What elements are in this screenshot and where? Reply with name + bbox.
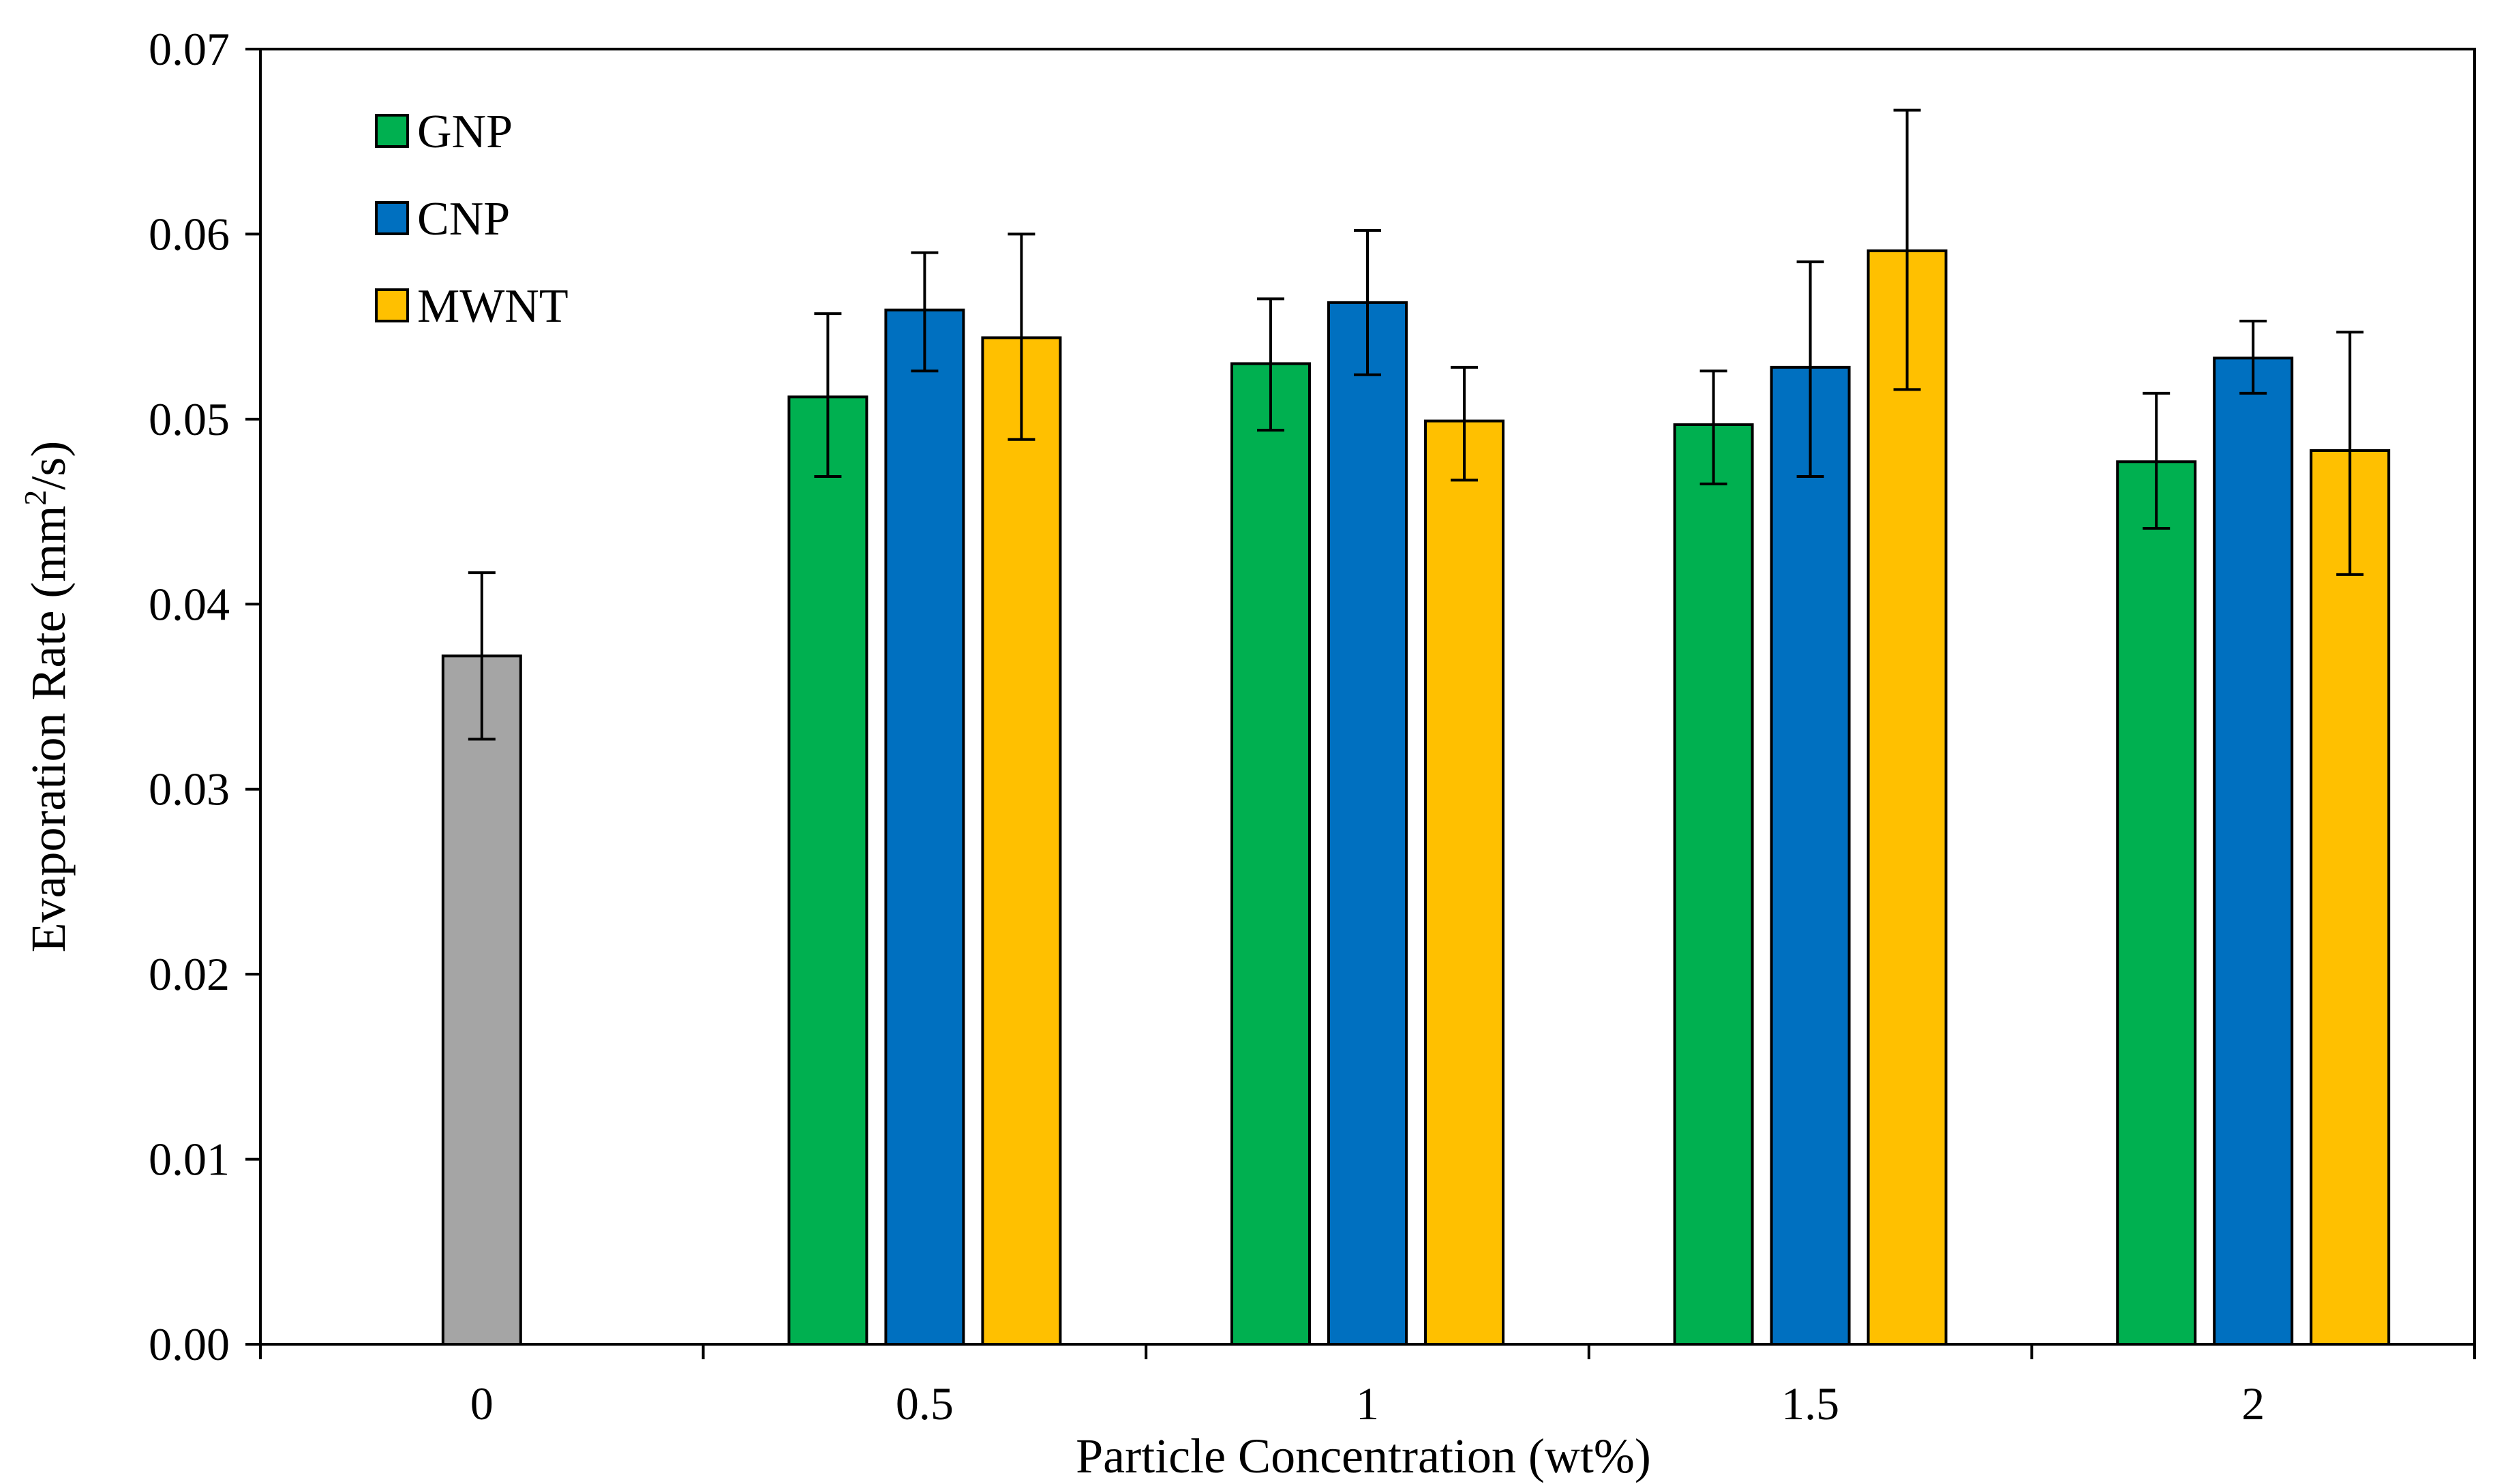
legend-label-cnp: CNP (417, 193, 510, 245)
bar-mwnt (2310, 449, 2391, 1346)
y-tick-label: 0.02 (149, 948, 230, 1000)
y-axis: 0.00 0.01 0.02 0.03 0.04 0.05 0.06 0.07 (149, 23, 260, 1370)
x-tick-label: 0.5 (896, 1378, 954, 1429)
y-axis-title-superscript: 2 (18, 490, 52, 506)
y-tick-label: 0.07 (149, 23, 230, 75)
legend-label-mwnt: MWNT (417, 280, 569, 333)
y-axis-title-main: Evaporation Rate (mm (21, 506, 76, 953)
bar-mwnt (1424, 419, 1505, 1346)
legend-swatch-cnp (375, 201, 409, 235)
bar-mwnt (981, 336, 1062, 1346)
bar-gnp (2116, 460, 2197, 1346)
x-tick-label: 1.5 (1781, 1378, 1839, 1429)
y-tick-label: 0.00 (149, 1318, 230, 1370)
bar-cnp (2213, 357, 2294, 1346)
bars (441, 249, 2391, 1346)
y-tick-label: 0.04 (149, 578, 230, 630)
bar-cnp (1327, 301, 1408, 1346)
y-tick-label: 0.03 (149, 763, 230, 815)
legend-label-gnp: GNP (417, 106, 513, 158)
x-axis-title: Particle Concentration (wt%) (1076, 1429, 1651, 1483)
x-tick-label: 0 (470, 1378, 494, 1429)
y-tick-label: 0.01 (149, 1134, 230, 1185)
error-bars (468, 108, 2364, 741)
bar-mwnt (1866, 249, 1948, 1346)
bar-gnp (1673, 423, 1754, 1346)
legend-swatch-mwnt (375, 288, 409, 322)
x-axis: 0 0.5 1 1.5 2 (259, 1344, 2476, 1429)
y-axis-title-tail: /s) (21, 441, 76, 490)
legend: GNP CNP MWNT (375, 106, 569, 333)
legend-swatch-gnp (375, 114, 409, 148)
bar-cnp (1770, 365, 1851, 1346)
y-tick-label: 0.05 (149, 393, 230, 445)
y-axis-title: Evaporation Rate (mm2/s) (18, 441, 76, 953)
y-tick-label: 0.06 (149, 208, 230, 260)
bar-gnp (787, 395, 868, 1346)
x-tick-label: 2 (2241, 1378, 2265, 1429)
x-tick-label: 1 (1356, 1378, 1379, 1429)
bar-gnp (1230, 362, 1311, 1346)
bar-base-fluid (441, 654, 522, 1346)
bar-cnp (884, 308, 965, 1346)
